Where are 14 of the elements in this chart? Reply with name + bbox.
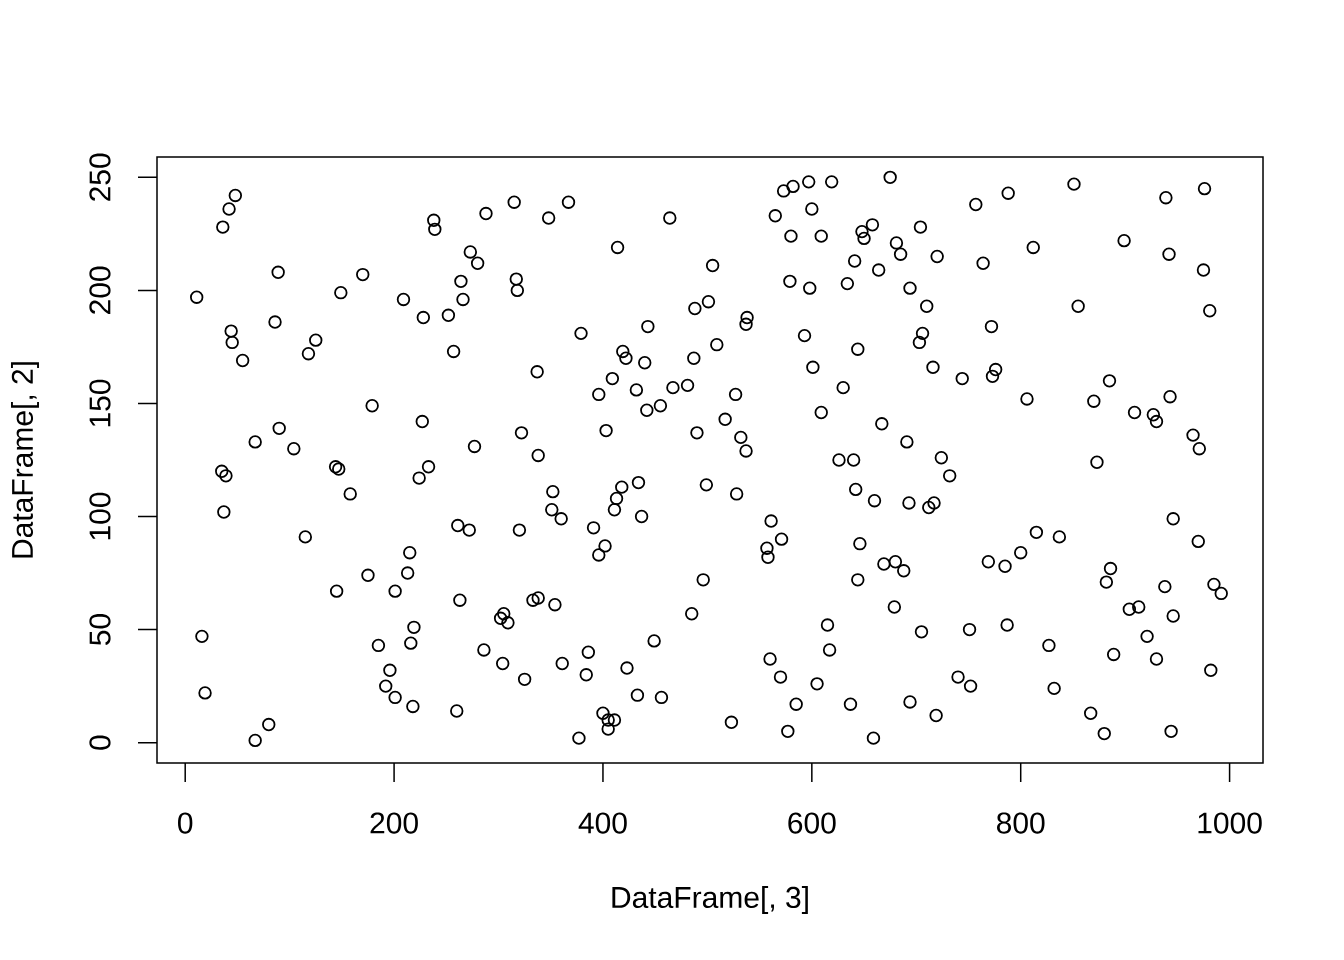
- y-tick-label: 0: [89, 735, 111, 750]
- x-tick-label: 800: [997, 812, 1045, 834]
- y-tick-label: 150: [89, 379, 111, 427]
- x-tick-label: 400: [578, 812, 627, 834]
- y-axis-title: DataFrame[, 2]: [11, 362, 39, 558]
- y-tick-label: 50: [89, 614, 111, 646]
- x-tick-label: 1000: [1198, 812, 1262, 834]
- y-tick-label: 200: [89, 266, 111, 314]
- x-tick-label: 200: [370, 812, 418, 834]
- y-tick-label: 100: [89, 492, 111, 540]
- y-tick-label: 250: [89, 153, 111, 201]
- x-tick-label: 0: [178, 812, 193, 834]
- x-axis-title: DataFrame[, 3]: [612, 886, 808, 914]
- x-tick-label: 600: [788, 812, 836, 834]
